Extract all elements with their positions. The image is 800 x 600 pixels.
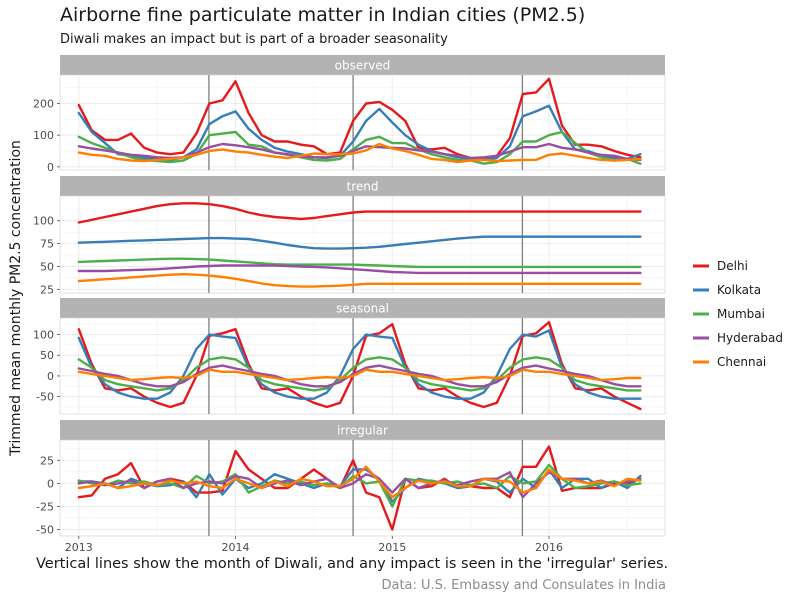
legend-label-chennai: Chennai (717, 355, 766, 369)
y-tick-label: 200 (33, 98, 54, 111)
strip-observed (60, 55, 665, 75)
series-line-delhi (77, 320, 642, 411)
x-tick-label: 2015 (378, 541, 406, 554)
y-tick-label: 25 (40, 283, 54, 296)
strip-irregular (60, 420, 665, 440)
chart-caption: Vertical lines show the month of Diwali,… (36, 556, 668, 572)
y-tick-label: 50 (40, 349, 54, 362)
series-line-hyderabad (77, 264, 642, 275)
y-tick-label: 0 (47, 161, 54, 174)
x-axis: 2013 2014 2015 2016 (65, 536, 563, 554)
strip-label-irregular: irregular (337, 424, 388, 438)
x-tick-label: 2016 (535, 541, 563, 554)
x-tick-label: 2013 (65, 541, 93, 554)
series-line-mumbai (77, 356, 642, 392)
y-tick-label: -50 (36, 524, 54, 537)
source-note: Data: U.S. Embassy and Consulates in Ind… (381, 578, 666, 593)
legend-label-kolkata: Kolkata (717, 283, 761, 297)
strip-trend (60, 176, 665, 196)
series-line-kolkata (77, 235, 642, 250)
series-line-kolkata (77, 329, 642, 400)
y-tick-label: 0 (47, 370, 54, 383)
series-line-delhi (77, 202, 642, 224)
series-line-delhi (77, 77, 642, 161)
series-line-chennai (77, 273, 642, 288)
y-tick-label: -25 (36, 500, 54, 513)
x-tick-label: 2014 (222, 541, 250, 554)
panel-trend: trend 25 50 75 100 (33, 176, 666, 296)
y-tick-label: 100 (33, 129, 54, 142)
y-tick-label: 0 (47, 477, 54, 490)
series-line-hyderabad (77, 364, 642, 388)
legend-label-delhi: Delhi (717, 259, 748, 273)
chart-subtitle: Diwali makes an impact but is part of a … (60, 32, 448, 47)
chart-title: Airborne fine particulate matter in Indi… (60, 4, 585, 26)
series-line-chennai (77, 142, 642, 164)
panels: observed 0 100 200 trend 25 50 75 100 seasonal -50… (33, 55, 666, 537)
y-tick-label: 50 (40, 260, 54, 273)
y-tick-label: 100 (33, 329, 54, 342)
plot-area-irregular (59, 439, 666, 537)
y-tick-label: 25 (40, 454, 54, 467)
legend-label-mumbai: Mumbai (717, 307, 765, 321)
legend-label-hyderabad: Hyderabad (717, 331, 783, 345)
series-line-mumbai (77, 257, 642, 269)
y-axis-title: Trimmed mean monthly PM2.5 concentration (8, 140, 24, 457)
strip-label-seasonal: seasonal (336, 302, 389, 316)
strip-seasonal (60, 298, 665, 318)
strip-label-trend: trend (347, 180, 379, 194)
series-line-mumbai (77, 130, 642, 165)
panel-seasonal: seasonal -50 0 50 100 (33, 298, 666, 415)
y-tick-label: 75 (40, 238, 54, 251)
y-tick-label: -50 (36, 391, 54, 404)
y-tick-label: 100 (33, 215, 54, 228)
series-line-chennai (77, 368, 642, 382)
series-line-chennai (77, 465, 642, 499)
panel-observed: observed 0 100 200 (33, 55, 666, 174)
panel-irregular: irregular -50 -25 0 25 (36, 420, 666, 537)
legend: Delhi Kolkata Mumbai Hyderabad Chennai (693, 259, 783, 369)
strip-label-observed: observed (335, 59, 391, 73)
